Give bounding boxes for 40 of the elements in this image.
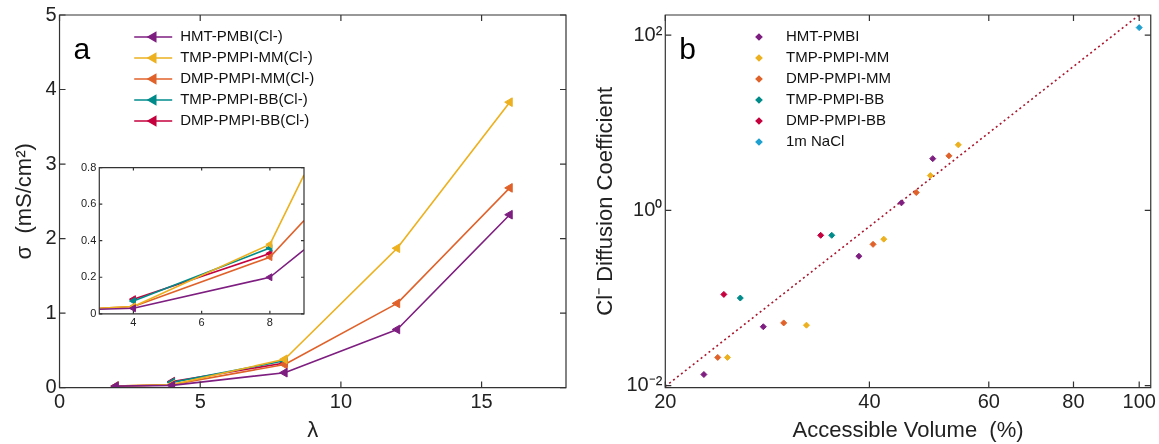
x-tick-label: 100 [1122, 390, 1156, 413]
legend-label: TMP-PMPI-BB(Cl-) [180, 90, 308, 108]
legend-label: DMP-PMPI-MM(Cl-) [180, 69, 315, 87]
x-tick-label: 15 [470, 390, 493, 413]
y-tick-label: 5 [45, 2, 57, 25]
y-axis-title: Cl⁻ Diffusion Coefficient [592, 86, 618, 316]
y-tick-label: 0.8 [80, 160, 97, 173]
legend-label: 1m NaCl [785, 132, 845, 150]
y-axis-title: σ (mS/cm²) [11, 143, 37, 260]
legend-label: DMP-PMPI-MM [785, 69, 891, 87]
y-tick-label: 4 [45, 77, 57, 100]
legend-label: DMP-PMPI-BB(Cl-) [180, 111, 310, 129]
x-tick-label: 80 [1062, 390, 1085, 413]
legend-label: DMP-PMPI-BB [785, 111, 887, 129]
y-tick-label: 0 [90, 306, 97, 319]
x-tick-label: 5 [194, 390, 206, 413]
y-tick-label: 3 [45, 151, 57, 174]
y-tick-label: 10⁰ [633, 197, 663, 220]
x-tick-label: 6 [198, 316, 205, 329]
legend-label: TMP-PMPI-MM [785, 48, 890, 66]
x-axis-title: Accessible Volume (%) [792, 416, 1024, 442]
annotation: b [679, 32, 696, 65]
x-tick-label: 60 [977, 390, 1000, 413]
legend-label: TMP-PMPI-MM(Cl-) [180, 48, 313, 66]
x-axis-title: λ [307, 416, 319, 442]
x-tick-label: 4 [130, 316, 137, 329]
y-tick-label: 0.2 [80, 270, 97, 283]
y-tick-label: 1 [45, 300, 57, 323]
legend-label: TMP-PMPI-BB [785, 90, 885, 108]
legend-label: HMT-PMBI [785, 27, 860, 45]
annotation: a [73, 32, 91, 65]
y-tick-label: 10² [633, 22, 663, 45]
x-tick-label: 20 [654, 390, 677, 413]
y-tick-label: 0.4 [80, 233, 97, 246]
x-tick-label: 10 [329, 390, 353, 413]
y-tick-label: 0.6 [80, 197, 97, 210]
x-tick-label: 40 [858, 390, 881, 413]
y-tick-label: 2 [45, 226, 57, 249]
x-tick-label: 8 [266, 316, 273, 329]
legend-label: HMT-PMBI(Cl-) [180, 27, 283, 45]
